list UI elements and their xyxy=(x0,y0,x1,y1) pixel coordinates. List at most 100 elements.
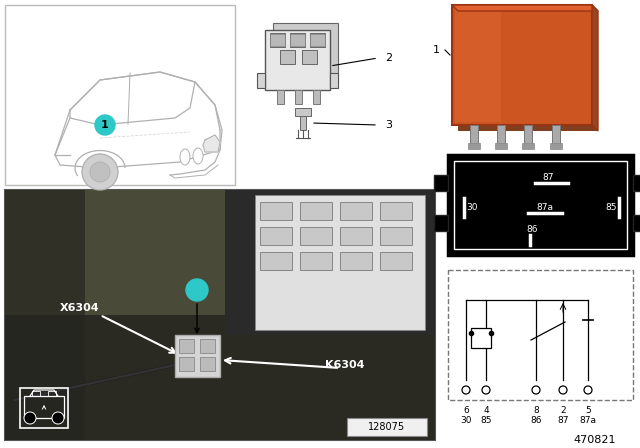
Bar xyxy=(24,396,64,418)
Bar xyxy=(458,11,598,131)
Bar xyxy=(434,215,448,231)
Bar xyxy=(380,227,412,245)
Bar xyxy=(497,125,505,147)
Bar xyxy=(5,5,235,185)
Bar xyxy=(310,34,325,46)
Text: 30: 30 xyxy=(460,415,472,425)
Bar xyxy=(522,143,534,149)
Text: 1: 1 xyxy=(433,45,440,55)
Bar xyxy=(550,143,562,149)
Ellipse shape xyxy=(180,149,190,165)
Bar xyxy=(200,339,215,353)
Bar xyxy=(260,227,292,245)
Bar xyxy=(270,34,285,46)
Bar xyxy=(290,34,305,46)
Text: 30: 30 xyxy=(467,202,477,211)
Bar xyxy=(5,190,85,440)
Circle shape xyxy=(532,386,540,394)
Bar xyxy=(380,202,412,220)
Polygon shape xyxy=(592,5,598,131)
Circle shape xyxy=(559,386,567,394)
Bar xyxy=(200,357,215,371)
Bar xyxy=(340,202,372,220)
Circle shape xyxy=(462,386,470,394)
Bar xyxy=(448,155,633,255)
Text: 2: 2 xyxy=(560,405,566,414)
Bar xyxy=(302,50,317,64)
Bar xyxy=(454,161,627,249)
Text: 1: 1 xyxy=(193,285,201,295)
Bar xyxy=(48,391,56,396)
Text: X6304: X6304 xyxy=(60,303,100,313)
Bar xyxy=(265,30,330,90)
Bar xyxy=(179,339,194,353)
Text: 2: 2 xyxy=(385,53,392,63)
Text: 1: 1 xyxy=(101,120,109,130)
Text: 5: 5 xyxy=(585,405,591,414)
Bar xyxy=(5,315,435,440)
Text: 470821: 470821 xyxy=(573,435,616,445)
Bar xyxy=(300,227,332,245)
Circle shape xyxy=(95,115,115,135)
Bar xyxy=(347,418,427,436)
Bar xyxy=(255,195,425,330)
Bar xyxy=(273,23,338,83)
Bar xyxy=(277,90,284,104)
Text: 85: 85 xyxy=(605,202,617,211)
Bar xyxy=(340,252,372,270)
Bar xyxy=(452,5,592,125)
Bar xyxy=(468,143,480,149)
Polygon shape xyxy=(452,5,598,11)
Text: 6: 6 xyxy=(463,405,469,414)
Bar xyxy=(225,190,435,335)
Bar xyxy=(260,202,292,220)
Polygon shape xyxy=(203,135,220,152)
Bar xyxy=(470,125,478,147)
Bar xyxy=(633,175,640,191)
Bar xyxy=(330,73,338,88)
Bar xyxy=(340,227,372,245)
Bar xyxy=(455,8,501,122)
Bar xyxy=(280,50,295,64)
Bar xyxy=(290,33,305,47)
Bar xyxy=(257,73,265,88)
Text: 87a: 87a xyxy=(536,202,554,211)
Text: 128075: 128075 xyxy=(369,422,406,432)
Circle shape xyxy=(24,412,36,424)
Circle shape xyxy=(482,386,490,394)
Text: 87a: 87a xyxy=(579,415,596,425)
Bar xyxy=(310,33,325,47)
Bar xyxy=(300,252,332,270)
Text: K6304: K6304 xyxy=(325,360,365,370)
Bar xyxy=(5,190,435,440)
Bar xyxy=(260,252,292,270)
Bar xyxy=(552,125,560,147)
Text: 85: 85 xyxy=(480,415,492,425)
Text: 86: 86 xyxy=(526,224,538,233)
Circle shape xyxy=(186,279,208,301)
Bar xyxy=(5,190,435,315)
Bar xyxy=(448,270,633,400)
Circle shape xyxy=(584,386,592,394)
Bar xyxy=(300,116,306,130)
Text: 86: 86 xyxy=(531,415,541,425)
Bar xyxy=(380,252,412,270)
Bar xyxy=(313,90,320,104)
Bar xyxy=(179,357,194,371)
Bar xyxy=(633,215,640,231)
Bar xyxy=(175,335,220,377)
Ellipse shape xyxy=(193,148,203,164)
Bar xyxy=(32,391,40,396)
Text: 87: 87 xyxy=(542,172,554,181)
Text: 8: 8 xyxy=(533,405,539,414)
Bar xyxy=(295,90,302,104)
Text: 4: 4 xyxy=(483,405,489,414)
Bar xyxy=(20,388,68,428)
Bar xyxy=(270,33,285,47)
Circle shape xyxy=(90,162,110,182)
Circle shape xyxy=(52,412,64,424)
Bar xyxy=(495,143,507,149)
Circle shape xyxy=(82,154,118,190)
Text: 3: 3 xyxy=(385,120,392,130)
Bar xyxy=(524,125,532,147)
